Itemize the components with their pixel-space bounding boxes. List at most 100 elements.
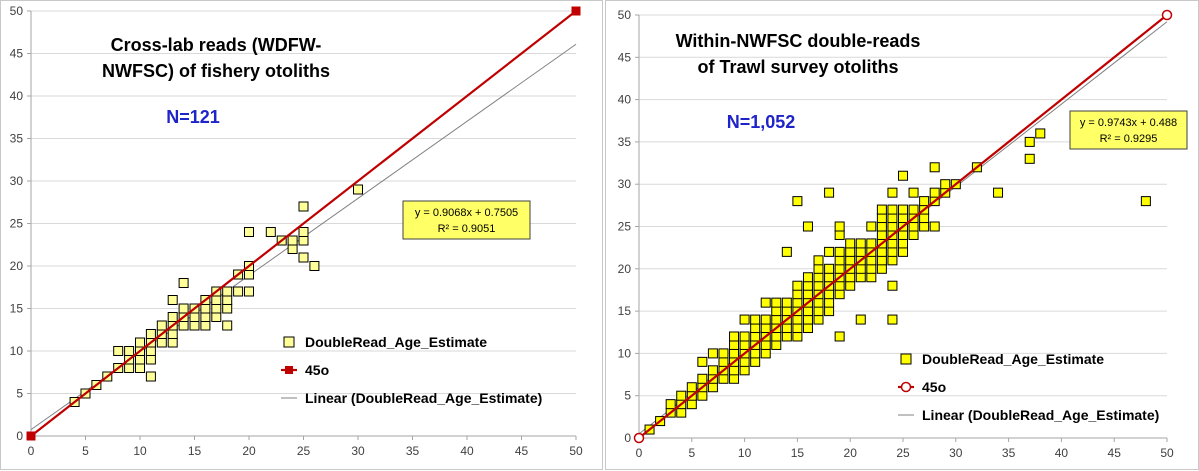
data-point — [898, 238, 908, 249]
data-point — [887, 204, 898, 215]
data-point — [124, 346, 135, 356]
data-point — [866, 255, 877, 266]
y-tick-label: 5 — [624, 389, 631, 403]
y-tick-label: 30 — [618, 177, 632, 191]
data-point — [113, 346, 124, 356]
data-point — [919, 213, 930, 224]
data-point — [739, 365, 750, 376]
y-tick-label: 5 — [16, 387, 23, 401]
trend-equation: y = 0.9068x + 0.7505 — [415, 207, 518, 219]
trend-r-squared: R² = 0.9295 — [1100, 133, 1158, 145]
data-point — [929, 187, 940, 198]
data-point — [876, 221, 887, 232]
data-point — [855, 246, 866, 257]
data-point — [824, 272, 835, 283]
x-tick-label: 0 — [28, 444, 35, 458]
legend-marker-45o — [900, 381, 912, 393]
data-point — [834, 229, 845, 240]
data-point — [834, 255, 845, 266]
x-tick-label: 30 — [351, 444, 365, 458]
data-point — [887, 314, 898, 325]
data-point — [792, 314, 803, 325]
data-point — [813, 272, 824, 283]
data-point — [855, 314, 866, 325]
data-point — [145, 329, 156, 339]
data-point — [750, 356, 761, 367]
data-point — [824, 263, 835, 274]
data-point — [834, 263, 845, 274]
data-point — [729, 365, 740, 376]
data-point — [222, 286, 233, 297]
data-point — [876, 204, 887, 215]
y-tick-label: 45 — [10, 47, 24, 61]
data-point — [792, 289, 803, 300]
data-point — [233, 286, 244, 297]
data-point — [845, 255, 856, 266]
data-point — [908, 204, 919, 215]
x-tick-label: 35 — [406, 444, 420, 458]
data-point — [760, 323, 771, 334]
data-point — [802, 314, 813, 325]
y-tick-label: 30 — [10, 174, 24, 188]
data-point — [876, 255, 887, 266]
series-45o-marker — [633, 432, 645, 444]
y-tick-label: 20 — [10, 259, 24, 273]
data-point — [771, 306, 782, 317]
data-point — [866, 272, 877, 283]
trend-equation-box — [1069, 110, 1188, 150]
data-point — [156, 337, 167, 348]
trend-r-squared: R² = 0.9051 — [438, 223, 496, 235]
data-point — [135, 337, 145, 348]
data-point — [845, 280, 856, 291]
data-point — [802, 221, 813, 232]
data-point — [750, 331, 761, 342]
legend-label-trend: Linear (DoubleRead_Age_Estimate) — [922, 407, 1159, 423]
chart-title-line-1: Cross-lab reads (WDFW- — [111, 35, 322, 55]
data-point — [845, 272, 856, 283]
y-tick-label: 40 — [10, 89, 24, 103]
y-tick-label: 0 — [16, 429, 23, 443]
data-point — [866, 238, 877, 249]
data-point — [813, 255, 824, 266]
data-point — [855, 263, 866, 274]
data-point — [876, 263, 887, 274]
data-point — [824, 297, 835, 308]
data-point — [135, 363, 145, 373]
data-point — [298, 235, 309, 246]
data-point — [189, 320, 200, 331]
data-point — [834, 246, 845, 257]
data-point — [802, 289, 813, 300]
data-point — [211, 295, 222, 305]
data-point — [145, 354, 156, 365]
data-point — [781, 323, 792, 334]
data-point — [855, 238, 866, 249]
data-point — [222, 320, 233, 331]
data-point — [855, 272, 866, 283]
x-tick-label: 20 — [242, 444, 256, 458]
data-point — [222, 303, 233, 314]
data-point — [729, 331, 740, 342]
data-point — [145, 346, 156, 356]
legend-label-points: DoubleRead_Age_Estimate — [922, 351, 1104, 367]
data-point — [876, 229, 887, 240]
legend-label-45o: 45o — [305, 362, 329, 378]
data-point — [760, 339, 771, 350]
data-point — [244, 269, 254, 280]
x-tick-label: 45 — [515, 444, 529, 458]
legend-label-points: DoubleRead_Age_Estimate — [305, 334, 487, 350]
sample-size-label: N=121 — [166, 107, 220, 127]
data-point — [244, 227, 254, 237]
data-point — [729, 348, 740, 359]
data-point — [676, 407, 687, 418]
legend-marker-45o — [285, 366, 293, 374]
data-point — [781, 246, 792, 257]
data-point — [729, 373, 740, 384]
y-tick-label: 0 — [624, 431, 631, 445]
data-point — [200, 320, 211, 331]
legend-marker-points — [900, 353, 912, 365]
trend-equation: y = 0.9743x + 0.488 — [1080, 117, 1177, 129]
data-point — [898, 229, 908, 240]
data-point — [686, 382, 697, 393]
series-45o-marker — [1161, 9, 1173, 21]
trend-equation-box — [402, 200, 531, 240]
